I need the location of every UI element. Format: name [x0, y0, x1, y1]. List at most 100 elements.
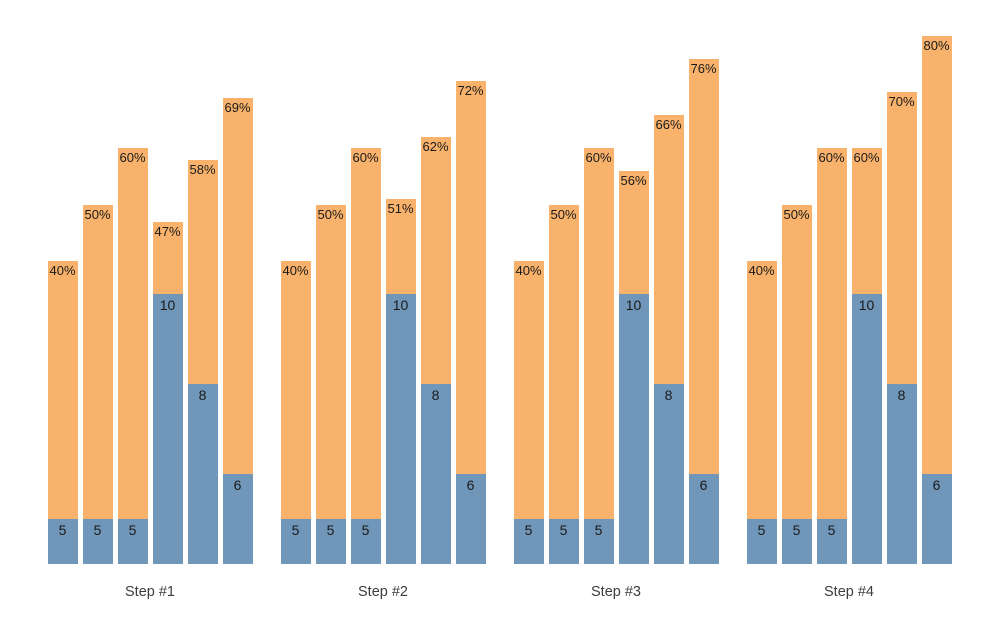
value-label: 5	[524, 522, 533, 538]
base-segment: 5	[280, 519, 311, 564]
value-label: 8	[198, 387, 207, 403]
value-label: 5	[792, 522, 801, 538]
base-segment: 8	[420, 384, 451, 564]
base-segment: 10	[152, 294, 183, 564]
percent-label: 80%	[923, 38, 950, 53]
base-segment: 5	[548, 519, 579, 564]
percent-label: 47%	[154, 223, 181, 239]
base-segment: 6	[921, 474, 952, 564]
base-segment: 5	[117, 519, 148, 564]
stacked-bar: 40% 5	[513, 260, 544, 564]
stacked-bar: 50% 5	[781, 204, 812, 564]
base-segment: 10	[618, 294, 649, 564]
value-label: 10	[392, 297, 409, 313]
top-segment: 50%	[548, 204, 579, 564]
percent-label: 50%	[317, 206, 344, 222]
step-label: Step #4	[824, 584, 874, 600]
percent-label: 40%	[49, 262, 76, 278]
step-label: Step #2	[358, 584, 408, 600]
percent-label: 60%	[585, 150, 612, 166]
base-segment: 5	[513, 519, 544, 564]
stacked-bar: 66% 8	[653, 114, 684, 564]
top-segment: 40%	[513, 260, 544, 564]
percent-label: 40%	[515, 262, 542, 278]
stacked-bar: 80% 6	[921, 36, 952, 564]
base-segment: 5	[781, 519, 812, 564]
value-label: 5	[291, 522, 300, 538]
percent-label: 50%	[550, 206, 577, 222]
stacked-bar: 76% 6	[688, 58, 719, 564]
base-segment: 8	[653, 384, 684, 564]
percent-label: 70%	[888, 94, 915, 110]
top-segment: 60%	[583, 148, 614, 564]
stacked-bar: 50% 5	[548, 204, 579, 564]
base-segment: 6	[688, 474, 719, 564]
base-segment: 5	[47, 519, 78, 564]
value-label: 5	[827, 522, 836, 538]
top-segment: 50%	[82, 204, 113, 564]
base-segment: 5	[816, 519, 847, 564]
value-label: 8	[664, 387, 673, 403]
base-segment: 10	[851, 294, 882, 564]
value-label: 5	[757, 522, 766, 538]
percent-label: 72%	[457, 83, 484, 98]
value-label: 10	[858, 297, 875, 313]
value-label: 8	[431, 387, 440, 403]
base-segment: 6	[222, 474, 253, 564]
stacked-bar: 60% 5	[350, 148, 381, 564]
stacked-bar: 72% 6	[455, 81, 486, 564]
value-label: 8	[897, 387, 906, 403]
percent-label: 51%	[387, 201, 414, 216]
value-label: 10	[625, 297, 642, 313]
stacked-bar: 40% 5	[47, 260, 78, 564]
stacked-bar: 60% 5	[816, 148, 847, 564]
value-label: 6	[466, 477, 475, 493]
stacked-bar: 56% 10	[618, 170, 649, 564]
percent-label: 60%	[119, 150, 146, 166]
base-segment: 10	[385, 294, 416, 564]
percent-label: 76%	[690, 60, 717, 76]
percent-label: 60%	[352, 150, 379, 166]
stacked-bar: 47% 10	[152, 221, 183, 564]
step-label: Step #1	[125, 584, 175, 600]
stacked-bar: 40% 5	[746, 260, 777, 564]
stacked-bar: 60% 5	[583, 148, 614, 564]
percent-label: 66%	[655, 116, 682, 132]
stacked-bar: 40% 5	[280, 260, 311, 564]
top-segment: 50%	[315, 204, 346, 564]
base-segment: 5	[583, 519, 614, 564]
stacked-bar: 70% 8	[886, 92, 917, 564]
value-label: 5	[93, 522, 102, 538]
percent-label: 69%	[224, 99, 251, 115]
value-label: 10	[159, 297, 176, 313]
value-label: 5	[361, 522, 370, 538]
stacked-bar: 69% 6	[222, 97, 253, 564]
stacked-bar: 58% 8	[187, 159, 218, 564]
value-label: 5	[559, 522, 568, 538]
value-label: 5	[128, 522, 137, 538]
base-segment: 5	[315, 519, 346, 564]
percent-label: 40%	[282, 262, 309, 278]
value-label: 5	[594, 522, 603, 538]
value-label: 5	[58, 522, 67, 538]
percent-label: 50%	[783, 206, 810, 222]
percent-label: 56%	[620, 172, 647, 188]
step-label: Step #3	[591, 584, 641, 600]
stacked-bar: 60% 5	[117, 148, 148, 564]
percent-label: 62%	[422, 139, 449, 155]
base-segment: 6	[455, 474, 486, 564]
value-label: 6	[932, 477, 941, 493]
stacked-bar: 50% 5	[82, 204, 113, 564]
stacked-bar: 60% 10	[851, 148, 882, 564]
percent-label: 40%	[748, 262, 775, 278]
base-segment: 5	[350, 519, 381, 564]
percent-label: 58%	[189, 161, 216, 177]
percent-label: 60%	[818, 150, 845, 166]
top-segment: 50%	[781, 204, 812, 564]
value-label: 6	[699, 477, 708, 493]
base-segment: 5	[746, 519, 777, 564]
value-label: 5	[326, 522, 335, 538]
base-segment: 8	[187, 384, 218, 564]
stacked-bar: 50% 5	[315, 204, 346, 564]
